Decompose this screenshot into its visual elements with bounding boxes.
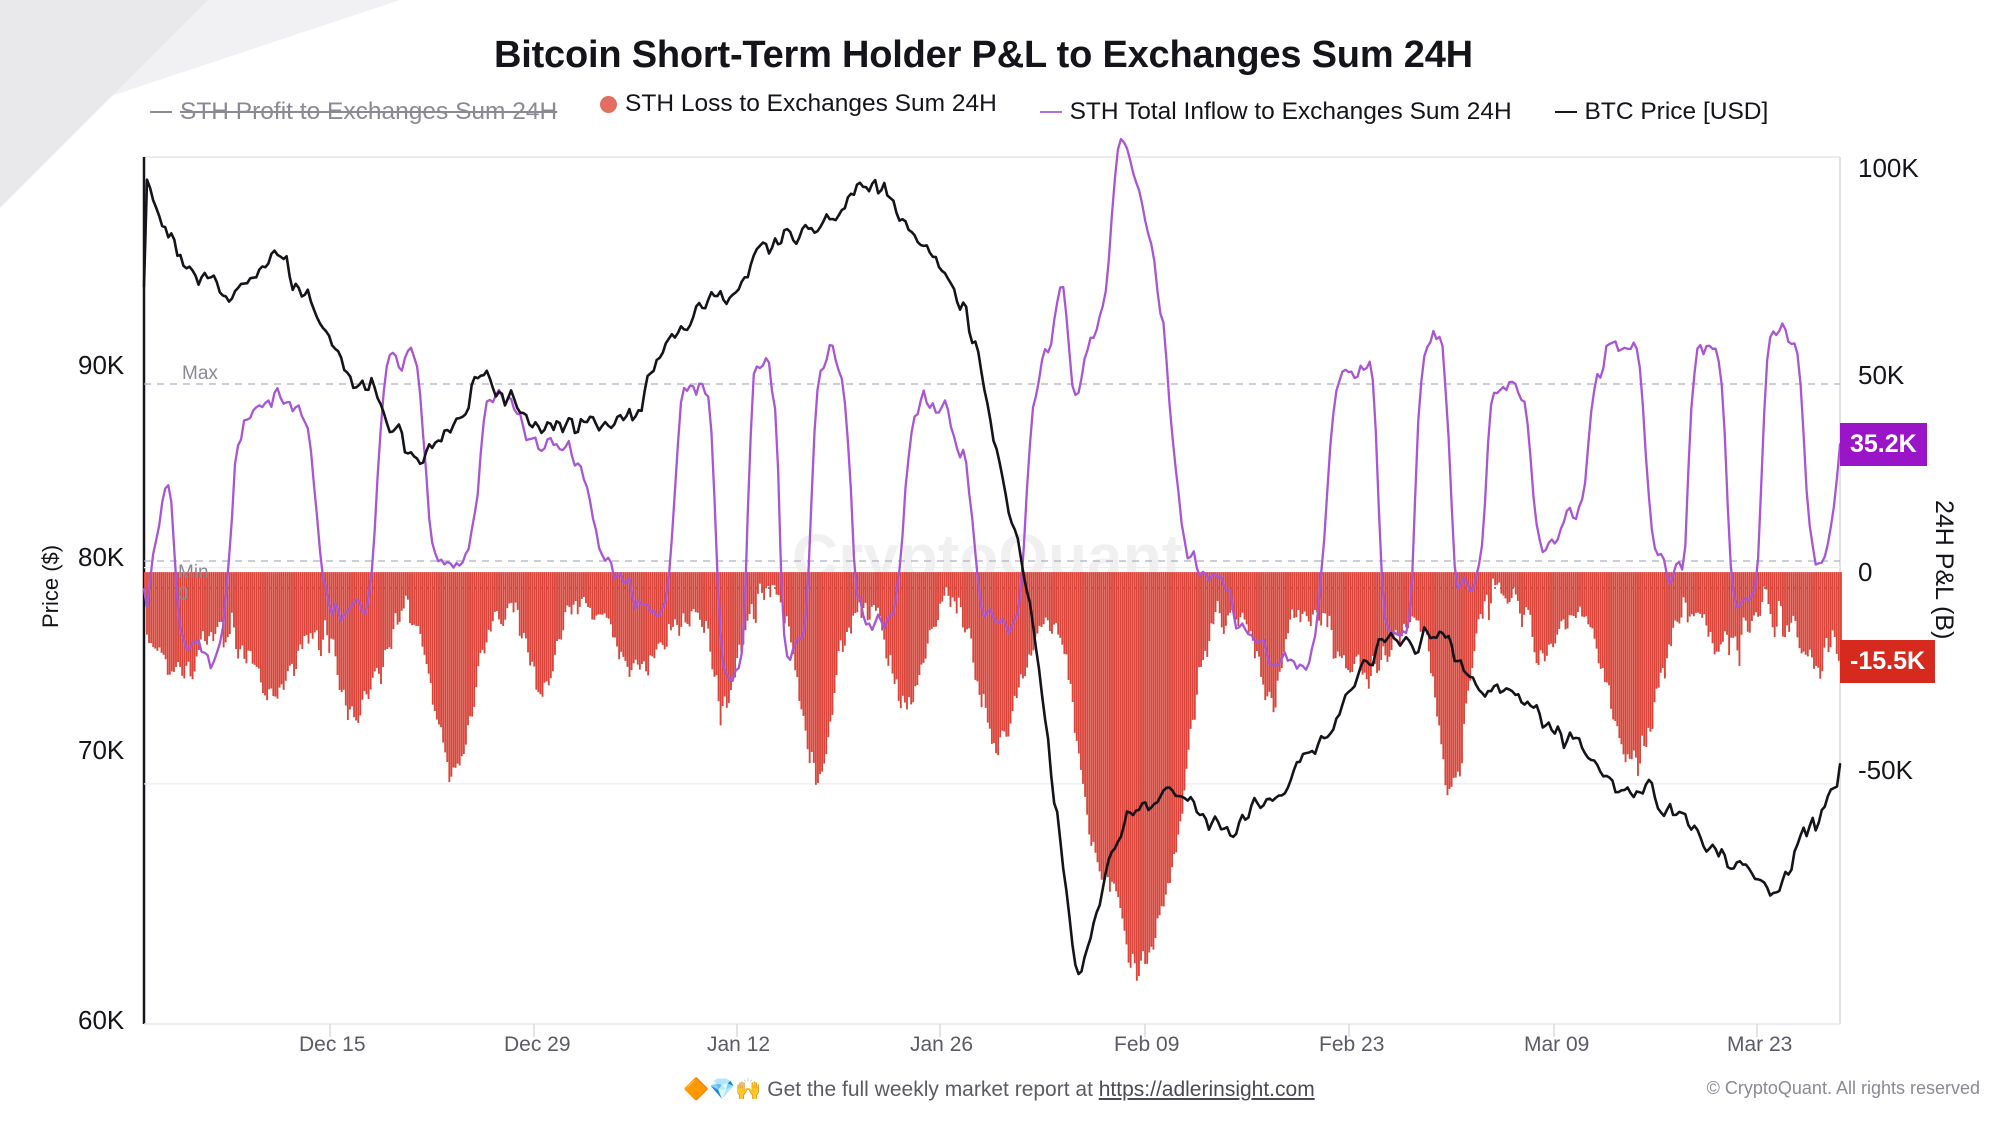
svg-text:Min: Min [178, 562, 209, 583]
svg-text:Max: Max [182, 363, 218, 384]
svg-text:0: 0 [178, 584, 189, 605]
